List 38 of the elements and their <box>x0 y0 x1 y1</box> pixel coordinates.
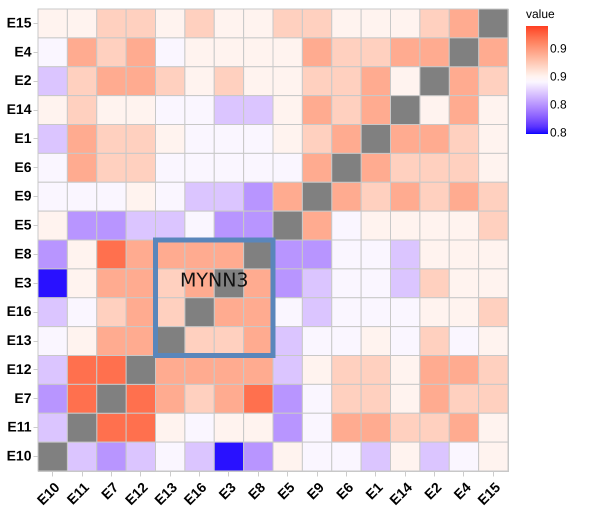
color-bar-label: 0.9 <box>550 41 568 56</box>
x-tick-label: E4 <box>450 478 474 503</box>
x-tick-label: E6 <box>332 478 356 503</box>
legend-title: value <box>526 7 556 21</box>
x-tick-label: E5 <box>274 478 298 503</box>
y-tick-label: E4 <box>14 43 32 60</box>
x-tick-label: E3 <box>215 478 239 503</box>
y-tick-label: E12 <box>6 360 32 377</box>
y-tick-label: E10 <box>6 448 32 464</box>
annotation: MYNN3 <box>180 269 249 292</box>
x-tick-label: E14 <box>386 478 416 508</box>
color-bar-label: 0.8 <box>550 97 568 112</box>
x-tick-label: E10 <box>34 478 63 508</box>
x-tick-label: E2 <box>421 478 445 503</box>
x-tick-label: E1 <box>362 478 386 503</box>
y-tick-label: E16 <box>6 303 32 320</box>
x-tick-label: E13 <box>151 478 180 508</box>
y-tick-label: E1 <box>14 130 32 146</box>
y-tick-label: E6 <box>14 158 32 175</box>
y-tick-label: E15 <box>6 14 32 30</box>
y-tick-label: E14 <box>6 101 32 118</box>
y-tick-label: E7 <box>14 390 32 406</box>
y-tick-label: E5 <box>14 216 32 233</box>
y-tick-label: E2 <box>14 72 32 88</box>
x-tick-label: E12 <box>122 478 151 508</box>
y-tick-label: E3 <box>14 274 32 290</box>
x-tick-label: E16 <box>180 478 210 508</box>
y-tick-label: E11 <box>7 418 32 435</box>
y-tick-label: E9 <box>14 188 32 204</box>
x-tick-label: E15 <box>474 478 504 508</box>
x-tick-label: E8 <box>244 478 268 503</box>
x-tick-label: E7 <box>98 478 122 503</box>
y-tick-label: E13 <box>6 332 32 348</box>
color-bar-label: 0.8 <box>550 125 568 140</box>
y-tick-label: E8 <box>14 245 32 262</box>
x-tick-label: E9 <box>304 478 328 503</box>
x-tick-label: E11 <box>64 478 92 508</box>
color-bar-label: 0.9 <box>550 69 568 84</box>
